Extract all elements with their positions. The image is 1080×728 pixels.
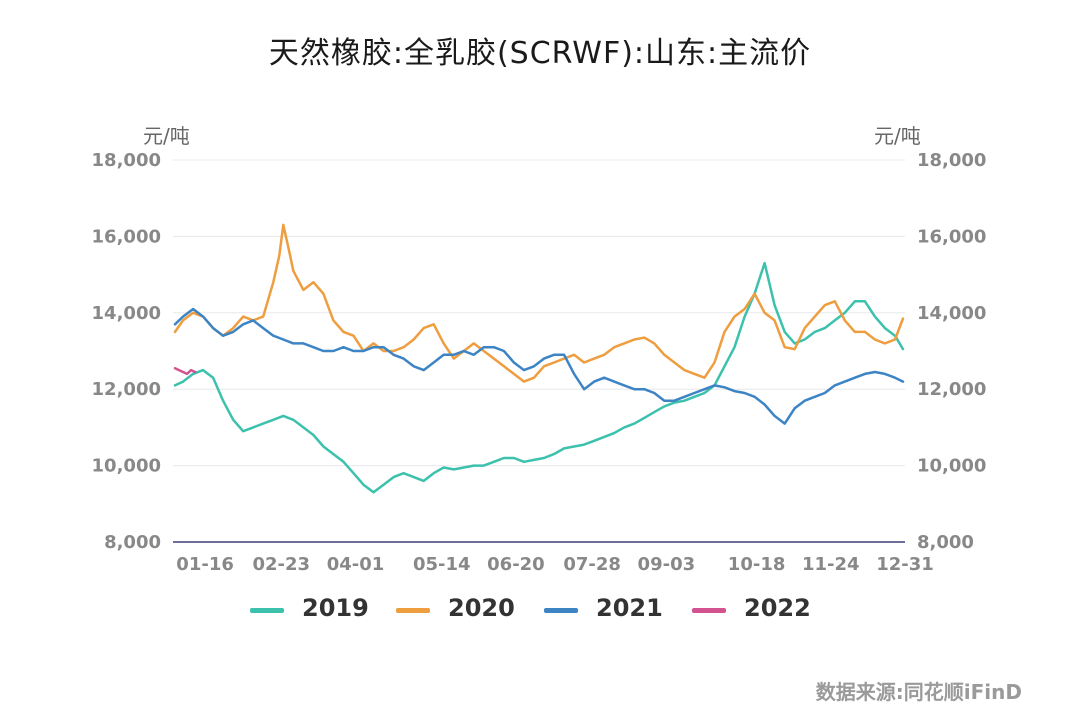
series-line-2022	[173, 366, 197, 376]
legend-swatch	[544, 608, 578, 613]
x-tick-label: 07-28	[563, 554, 621, 575]
legend-label: 2021	[596, 594, 663, 622]
x-tick-label: 09-03	[638, 554, 696, 575]
right-axis-unit: 元/吨	[874, 124, 921, 148]
legend-swatch	[692, 608, 726, 613]
x-tick-label: 01-16	[176, 554, 234, 575]
data-source: 数据来源:同花顺iFinD	[815, 680, 1022, 704]
y-tick-label-right: 16,000	[917, 226, 986, 247]
left-y-axis: 8,000 10,000 12,000 14,000 16,000 18,000	[92, 150, 161, 553]
x-tick-label: 05-14	[413, 554, 471, 575]
legend-label: 2019	[302, 594, 369, 622]
series-lines	[173, 223, 905, 494]
chart-title: 天然橡胶:全乳胶(SCRWF):山东:主流价	[268, 36, 812, 71]
y-tick-label-right: 14,000	[917, 303, 986, 324]
legend-swatch	[250, 608, 284, 613]
x-tick-label: 12-31	[876, 554, 934, 575]
legend-label: 2020	[448, 594, 515, 622]
y-tick-label-right: 18,000	[917, 150, 986, 171]
right-y-axis: 8,000 10,000 12,000 14,000 16,000 18,000	[917, 150, 986, 553]
y-tick-label-right: 12,000	[917, 379, 986, 400]
series-line-2021	[173, 307, 905, 425]
y-tick-label-left: 8,000	[104, 532, 161, 553]
left-axis-unit: 元/吨	[143, 124, 190, 148]
x-tick-label: 11-24	[802, 554, 860, 575]
legend-label: 2022	[744, 594, 811, 622]
legend: 2019 2020 2021 2022	[0, 594, 1080, 628]
x-tick-label: 02-23	[253, 554, 311, 575]
grid-lines	[173, 159, 905, 467]
y-tick-label-left: 10,000	[92, 456, 161, 477]
x-tick-label: 06-20	[487, 554, 545, 575]
series-line-2020	[173, 223, 905, 383]
y-tick-label-left: 14,000	[92, 303, 161, 324]
y-tick-label-right: 8,000	[917, 532, 974, 553]
x-tick-label: 10-18	[728, 554, 786, 575]
y-tick-label-right: 10,000	[917, 456, 986, 477]
x-tick-label: 04-01	[327, 554, 385, 575]
x-axis: 01-16 02-23 04-01 05-14 06-20 07-28 09-03 10-18…	[173, 541, 934, 575]
y-tick-label-left: 12,000	[92, 379, 161, 400]
legend-swatch	[396, 608, 430, 613]
y-tick-label-left: 18,000	[92, 150, 161, 171]
y-tick-label-left: 16,000	[92, 226, 161, 247]
series-line-2019	[173, 261, 905, 494]
